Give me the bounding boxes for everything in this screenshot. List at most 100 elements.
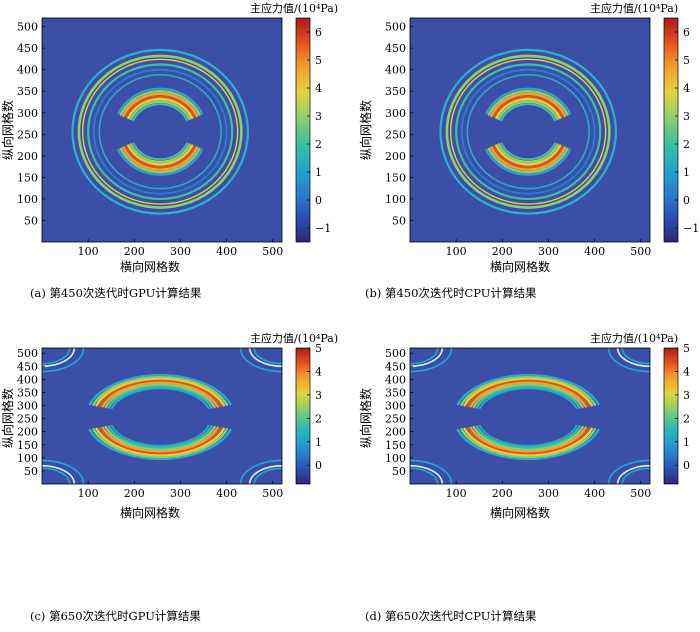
y-tick-label: 200 [17,426,38,439]
stress-arc [104,383,216,409]
stress-panel-d: 100 200 300 400 5005010015020025030035040045… [358,331,690,623]
stress-arc [487,89,569,116]
x-tick-label: 400 [216,245,237,258]
x-tick-label: 500 [630,487,651,500]
y-tick-label: 250 [385,128,406,141]
stress-arc [463,427,594,457]
y-tick-label: 200 [385,426,406,439]
stress-panel-b: 100 200 300 400 5005010015020025030035040045… [358,1,699,300]
wave-ring [98,74,222,190]
y-tick-label: 300 [385,107,406,120]
stress-arc [122,146,199,171]
x-tick-label: 300 [170,245,191,258]
y-tick-label: 200 [17,150,38,163]
colorbar-tick-label: 0 [315,459,322,472]
stress-arc [88,374,232,406]
wave-ring [92,68,228,195]
stress-arc [92,376,229,406]
x-tick-label: 400 [216,487,237,500]
stress-arc [95,427,226,457]
colorbar-tick-label: 4 [683,82,690,95]
colorbar [663,347,679,485]
stress-arc [129,143,191,164]
stress-arc [124,95,196,119]
axes-frame [41,347,283,485]
colorbar-tick-label: 2 [315,412,322,425]
colorbar-tick-label: 6 [683,26,690,39]
stress-panel-a: 100 200 300 400 5005010015020025030035040045… [0,1,338,300]
stress-arc [122,92,199,117]
y-tick-label: 350 [385,85,406,98]
y-tick-label: 450 [17,42,38,55]
x-axis-label: 横向网格数 [490,259,550,274]
stress-arc [466,426,590,455]
y-tick-label: 50 [24,465,38,478]
colorbar [663,17,679,243]
y-tick-label: 150 [17,439,38,452]
x-axis-label: 横向网格数 [120,259,180,274]
colorbar-tick-label: 1 [315,436,322,449]
wave-ring [71,48,249,215]
wave-ring [455,63,602,201]
y-tick-label: 350 [385,386,406,399]
x-tick-label: 500 [262,245,283,258]
stress-arc [117,148,203,176]
colorbar-title: 主应力值/(10⁴Pa) [590,331,678,345]
wave-ring [449,58,607,205]
stress-arc [472,383,584,409]
y-axis-label: 纵向网格数 [0,100,15,160]
stress-arc [495,144,562,166]
stress-arc [129,100,191,121]
y-tick-label: 350 [17,386,38,399]
y-tick-label: 150 [385,171,406,184]
colorbar-tick-label: 0 [315,194,322,207]
y-tick-label: 100 [17,452,38,465]
colorbar-tick-label: 2 [683,412,690,425]
stress-arc [478,424,578,447]
y-tick-label: 200 [385,150,406,163]
y-tick-label: 450 [17,360,38,373]
colorbar-title: 主应力值/(10⁴Pa) [250,331,338,345]
stress-arc [101,426,219,453]
colorbar-tick-label: 5 [315,342,322,355]
colorbar-tick-label: 1 [683,436,690,449]
y-tick-label: 250 [17,413,38,426]
stress-arc [124,145,196,169]
y-tick-label: 500 [385,21,406,34]
wave-ring [445,54,611,209]
stress-arc [132,103,188,122]
x-axis-label: 横向网格数 [490,505,550,520]
colorbar-title: 主应力值/(10⁴Pa) [250,1,338,15]
colorbar-tick-label: 5 [315,54,322,67]
heatmap-background [410,348,650,484]
stress-arc [490,92,567,117]
y-tick-label: 300 [17,107,38,120]
colorbar-tick-label: 2 [315,138,322,151]
colorbar-tick-label: 3 [315,110,322,123]
x-tick-label: 400 [584,245,605,258]
heatmap-field [71,48,249,215]
y-tick-label: 250 [385,413,406,426]
x-tick-label: 500 [630,245,651,258]
stress-arc [456,428,600,461]
colorbar-tick-label: 3 [315,389,322,402]
stress-arc [495,97,562,120]
y-tick-label: 300 [385,400,406,413]
panel-caption: (d) 第650次迭代时CPU计算结果 [365,609,537,623]
stress-arc [469,381,587,408]
y-tick-label: 150 [17,171,38,184]
stress-arc [485,148,571,176]
stress-arc [132,142,188,161]
y-tick-label: 500 [17,21,38,34]
y-tick-label: 250 [17,128,38,141]
stress-arc [107,425,213,449]
stress-arc [475,425,581,449]
stress-arc [110,424,210,447]
colorbar-tick-label: 3 [683,389,690,402]
colorbar-tick-label: −1 [315,222,331,235]
wave-ring [439,48,617,215]
stress-arc [485,87,571,115]
stress-arc [119,147,201,174]
wave-ring [77,54,243,209]
